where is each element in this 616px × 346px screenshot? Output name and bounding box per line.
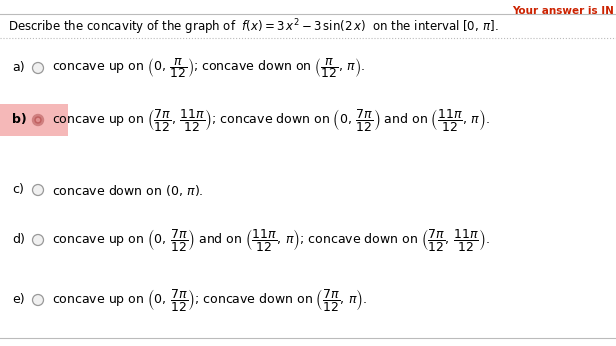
Circle shape [33,115,44,126]
Text: Describe the concavity of the graph of  $f(x) = 3\,x^2 - 3\,\sin(2\,x)$  on the : Describe the concavity of the graph of $… [8,17,498,37]
Text: d): d) [12,234,25,246]
FancyBboxPatch shape [0,104,68,136]
Circle shape [33,294,44,306]
Text: concave up on $\left(0,\,\dfrac{7\pi}{12}\right)$; concave down on $\left(\dfrac: concave up on $\left(0,\,\dfrac{7\pi}{12… [52,287,367,313]
Text: concave up on $\left(0,\,\dfrac{\pi}{12}\right)$; concave down on $\left(\dfrac{: concave up on $\left(0,\,\dfrac{\pi}{12}… [52,56,365,80]
Circle shape [33,63,44,73]
Text: e): e) [12,293,25,307]
Circle shape [35,117,41,123]
Circle shape [36,118,39,121]
Text: concave up on $\left(\dfrac{7\pi}{12},\,\dfrac{11\pi}{12}\right)$; concave down : concave up on $\left(\dfrac{7\pi}{12},\,… [52,107,490,133]
Text: Your answer is IN: Your answer is IN [512,6,614,16]
Text: b): b) [12,113,26,127]
Text: c): c) [12,183,24,197]
Text: concave down on $(0,\,\pi)$.: concave down on $(0,\,\pi)$. [52,182,203,198]
Text: concave up on $\left(0,\,\dfrac{7\pi}{12}\right)$ and on $\left(\dfrac{11\pi}{12: concave up on $\left(0,\,\dfrac{7\pi}{12… [52,227,490,253]
Text: a): a) [12,62,25,74]
Circle shape [33,235,44,246]
Circle shape [33,184,44,195]
